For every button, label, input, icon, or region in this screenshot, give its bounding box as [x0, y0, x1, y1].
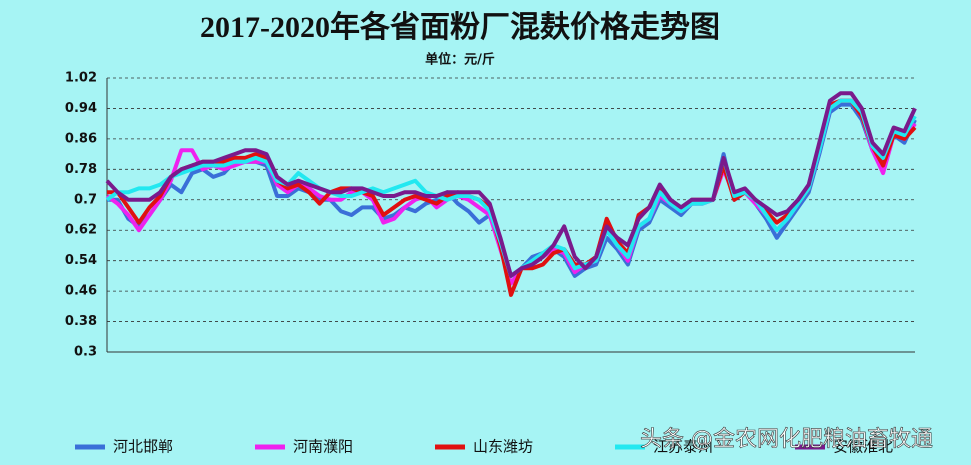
- y-tick-label: 0.94: [65, 101, 97, 116]
- y-tick-label: 0.62: [65, 223, 97, 238]
- y-tick-label: 1.02: [65, 71, 97, 86]
- series-line: [107, 98, 917, 297]
- legend-label: 河南濮阳: [293, 438, 353, 456]
- y-tick-label: 0.86: [65, 131, 97, 146]
- y-tick-label: 0.78: [65, 162, 97, 177]
- plot-area: 0.3 0.38 0.46 0.54 0.62 0.7 0.78 0.86 0.94 1.02 河北…: [65, 71, 917, 456]
- legend-label: 河北邯郸: [113, 438, 173, 456]
- y-tick-label: 0.54: [65, 253, 97, 268]
- chart-title: 2017-2020年各省面粉厂混麸价格走势图: [200, 10, 720, 44]
- y-tick-label: 0.38: [65, 314, 97, 329]
- legend-label: 安徽淮北: [833, 438, 893, 456]
- chart-subtitle: 单位：元/斤: [425, 52, 495, 68]
- legend-label: 山东潍坊: [473, 438, 533, 456]
- y-tick-label: 0.7: [74, 192, 97, 207]
- series-line: [105, 91, 917, 278]
- y-tick-label: 0.3: [74, 345, 97, 360]
- watermark: 头条 @金农网化肥粮油畜牧通: [640, 427, 933, 452]
- legend-label: 江苏泰州: [653, 438, 713, 456]
- y-tick-label: 0.46: [65, 284, 97, 299]
